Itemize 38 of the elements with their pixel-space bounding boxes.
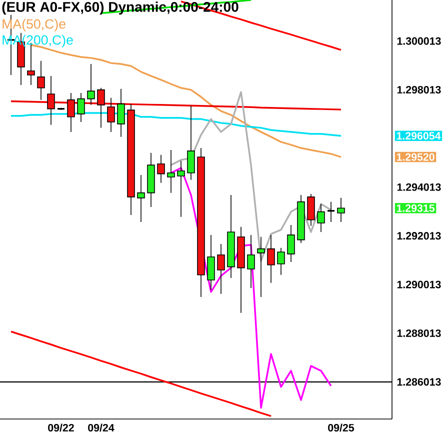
candlestick	[307, 194, 315, 226]
x-tick-label: 09/24	[88, 424, 114, 432]
candlestick	[317, 204, 325, 232]
candlestick	[97, 87, 105, 128]
line-series	[170, 91, 332, 262]
candlestick	[107, 97, 115, 132]
candlestick	[67, 92, 75, 132]
y-tick-label: 1.298013	[397, 86, 441, 94]
y-tick-label: 1.292013	[397, 232, 441, 240]
y-tick-label: 1.288013	[397, 329, 441, 338]
candlestick	[177, 160, 185, 218]
candlestick	[326, 201, 336, 222]
candlestick	[217, 244, 225, 294]
text: 1.296054	[396, 132, 441, 140]
candlestick	[287, 224, 295, 262]
candlestick	[337, 198, 345, 222]
candlestick	[267, 234, 275, 284]
candlestick	[167, 150, 175, 194]
candlestick	[187, 106, 195, 180]
candlestick	[277, 247, 285, 276]
x-tick-label: 09/25	[328, 424, 354, 432]
candlestick	[87, 64, 95, 106]
candlestick	[257, 236, 265, 298]
text: 1.29315	[396, 204, 435, 212]
text: 1.29520	[396, 153, 434, 161]
y-tick-label: 1.290013	[397, 280, 441, 288]
candlestick	[247, 234, 255, 288]
candlestick	[77, 92, 85, 122]
candlestick	[37, 60, 45, 100]
y-tick-label: 1.300013	[397, 37, 441, 45]
candlestick	[157, 154, 165, 184]
x-tick-label: 09/22	[48, 424, 74, 432]
y-tick-label: 1.294013	[397, 183, 441, 191]
candlestick	[207, 234, 215, 290]
candlestick	[47, 76, 55, 126]
candlestick	[117, 88, 125, 138]
candlestick	[137, 174, 145, 222]
y-tick-label: 1.286013	[397, 378, 441, 386]
